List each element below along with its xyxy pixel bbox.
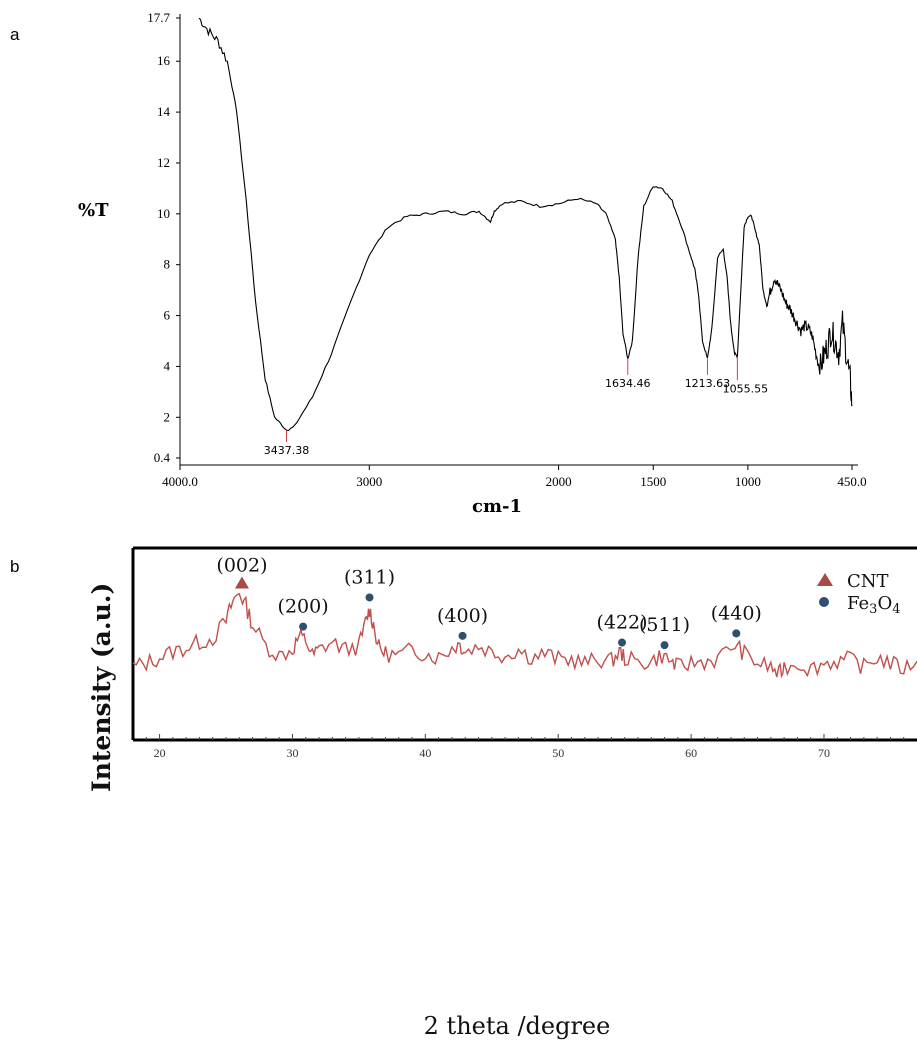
panel-b-peak-annotations: (002) (200) (311) (400) (422)(511) (440) — [216, 555, 762, 650]
panel-b-fe3o4-marker — [732, 629, 741, 638]
panel-a-y-tick-label: 4 — [164, 358, 171, 373]
panel-b-hkl-label: (311) — [344, 566, 395, 588]
panel-a-y-tick-label: 10 — [157, 206, 170, 221]
panel-b-x-axis-label: 2 theta /degree — [424, 1012, 611, 1040]
panel-b-hkl-label: (002) — [216, 555, 267, 577]
panel-a-x-tick-label: 1500 — [640, 474, 666, 489]
panel-b-fe3o4-marker — [618, 638, 627, 647]
panel-b-x-tick-label: 70 — [818, 746, 830, 760]
panel-a-y-tick-label: 0.4 — [154, 450, 171, 465]
panel-b-y-axis-label: Intensity (a.u.) — [87, 583, 116, 792]
panel-a-y-ticks: 17.7 16 14 12 10 8 6 4 2 0.4 — [147, 10, 180, 465]
panel-b-x-tick-label: 20 — [154, 746, 166, 760]
panel-b-x-ticks: 20 30 40 50 60 70 — [145, 734, 905, 760]
panel-a-x-tick-label: 450.0 — [837, 474, 866, 489]
panel-a-x-tick-label: 2000 — [546, 474, 572, 489]
panel-b-x-tick-label: 60 — [685, 746, 697, 760]
panel-b-series-line — [132, 593, 917, 679]
panel-a-letter: a — [10, 25, 20, 44]
panel-b-hkl-label: (200) — [278, 596, 329, 618]
panel-b-fe3o4-marker — [458, 631, 467, 640]
panel-a-peak-label: 3437.38 — [264, 444, 310, 457]
panel-a-y-axis-label: %T — [78, 200, 109, 221]
panel-a-x-tick-label: 1000 — [735, 474, 761, 489]
panel-b-fe3o4-marker — [660, 641, 669, 650]
panel-a-x-axis-label: cm-1 — [472, 496, 522, 517]
panel-a-y-tick-label: 6 — [164, 308, 171, 323]
panel-b-fe3o4-marker — [365, 593, 374, 602]
panel-a-y-tick-label: 16 — [157, 53, 171, 68]
panel-b-x-tick-label: 40 — [419, 746, 431, 760]
panel-a-axes — [179, 14, 858, 466]
panel-b: b 20 30 40 50 60 70 (002) (200) (311) (400) (422)… — [10, 546, 917, 1040]
panel-b-legend: CNT Fe3O4 — [817, 571, 901, 617]
legend-cnt-label: CNT — [847, 571, 889, 592]
panel-b-hkl-label: (400) — [437, 605, 488, 627]
panel-b-x-tick-label: 30 — [286, 746, 298, 760]
panel-b-bg — [133, 550, 917, 740]
legend-cnt-marker — [817, 573, 833, 586]
panel-b-x-tick-label: 50 — [552, 746, 564, 760]
panel-a-peak-label: 1213.63 — [685, 377, 731, 390]
panel-b-cnt-marker — [234, 576, 249, 589]
panel-a-x-tick-label: 3000 — [356, 474, 382, 489]
panel-a-x-ticks: 4000.0 3000 2000 1500 1000 450.0 — [162, 465, 867, 489]
panel-a-y-tick-label: 2 — [164, 409, 171, 424]
panel-a-y-tick-label: 14 — [157, 104, 171, 119]
legend-fe3o4-label: Fe3O4 — [847, 593, 901, 617]
panel-b-hkl-label: (422) — [596, 612, 647, 634]
panel-b-hkl-label: (440) — [711, 602, 762, 624]
panel-a-peak-label: 1055.55 — [723, 382, 769, 395]
panel-a-series-line — [198, 17, 853, 432]
panel-a: a 17.7 16 14 12 10 8 6 4 2 0.4 4000.0 3000 2000 1500… — [10, 10, 867, 517]
legend-fe3o4-marker — [819, 597, 829, 607]
panel-a-peak-label: 1634.46 — [605, 377, 651, 390]
panel-a-y-tick-label: 17.7 — [147, 10, 170, 25]
panel-a-y-tick-label: 12 — [157, 155, 170, 170]
panel-b-fe3o4-marker — [299, 622, 308, 631]
panel-b-hkl-label: (511) — [639, 614, 690, 636]
panel-a-x-tick-label: 4000.0 — [162, 474, 198, 489]
panel-b-letter: b — [10, 557, 19, 576]
panel-a-y-tick-label: 8 — [164, 257, 171, 272]
